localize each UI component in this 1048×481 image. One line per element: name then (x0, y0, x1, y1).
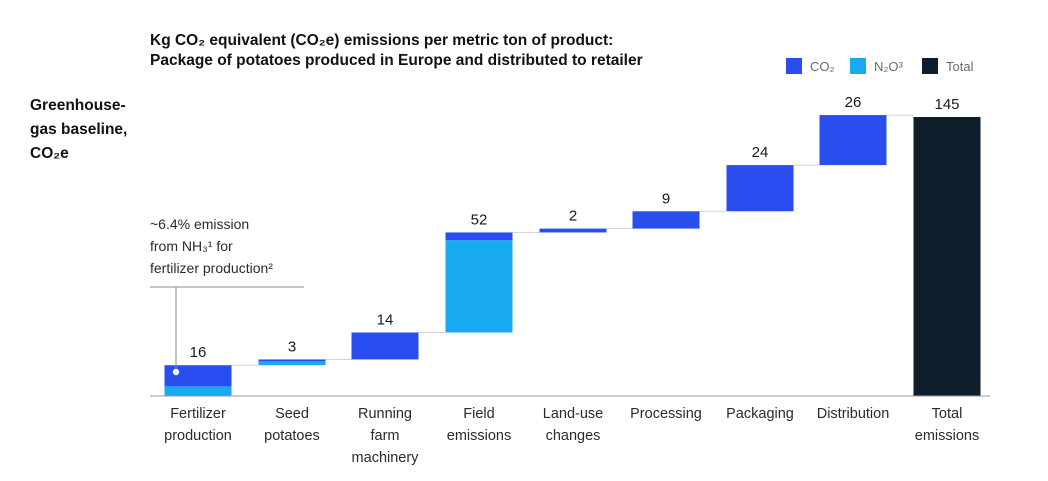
chart-title-line: Package of potatoes produced in Europe a… (150, 52, 643, 69)
category-label: emissions (915, 428, 979, 444)
chart-title: Kg CO₂ equivalent (CO₂e) emissions per m… (150, 32, 643, 69)
bar-n2o (445, 240, 513, 333)
bar-co2 (726, 165, 794, 212)
annotation-text: fertilizer production² (150, 260, 273, 276)
category-label: potatoes (264, 428, 320, 444)
value-labels: 16 3 14 52 2 9 24 26 145 (190, 94, 960, 361)
category-label: farm (371, 428, 400, 444)
legend-label: N₂O³ (874, 59, 904, 74)
y-axis-label-line: gas baseline, (30, 121, 127, 138)
category-label: Packaging (726, 406, 794, 422)
chart-legend: CO₂ N₂O³ Total (786, 58, 974, 74)
bar-co2 (632, 211, 700, 229)
value-label: 24 (752, 144, 769, 161)
legend-label: Total (946, 59, 974, 74)
category-label: Processing (630, 406, 702, 422)
value-label: 14 (377, 312, 394, 329)
category-label: Fertilizer (170, 406, 226, 422)
category-label: Distribution (817, 406, 890, 422)
y-axis-label-line: CO₂e (30, 145, 69, 162)
bar-marks (164, 115, 981, 396)
category-label: Running (358, 406, 412, 422)
value-label: 2 (569, 208, 577, 225)
value-label: 16 (190, 344, 207, 361)
category-label: changes (546, 428, 601, 444)
bar-co2 (351, 332, 419, 360)
bar-co2 (539, 228, 607, 233)
value-label: 3 (288, 338, 296, 355)
legend-swatch (850, 58, 866, 74)
category-label: Field (463, 406, 494, 422)
category-label: Seed (275, 406, 309, 422)
annotation-text: from NH₃¹ for (150, 238, 233, 254)
bar-co2 (819, 115, 887, 166)
bar-co2 (164, 365, 232, 387)
bar-total (913, 117, 981, 396)
connector-lines (231, 114, 914, 366)
legend-swatch (922, 58, 938, 74)
category-labels: Fertilizer production Seed potatoes Running f… (164, 406, 979, 466)
value-label: 52 (471, 211, 488, 228)
value-label: 145 (934, 96, 959, 113)
category-label: emissions (447, 428, 511, 444)
bar-n2o (164, 386, 232, 396)
annotation: ~6.4% emission from NH₃¹ for fertilizer pr… (150, 216, 304, 376)
annotation-text: ~6.4% emission (150, 216, 249, 232)
category-label: production (164, 428, 232, 444)
bar-co2 (445, 232, 513, 241)
value-label: 26 (845, 94, 862, 111)
bar-n2o (258, 361, 326, 366)
value-label: 9 (662, 190, 670, 207)
bar-co2 (258, 359, 326, 362)
legend-swatch (786, 58, 802, 74)
category-label: machinery (352, 450, 420, 466)
category-label: Land-use (543, 406, 603, 422)
category-label: Total (932, 406, 963, 422)
legend-label: CO₂ (810, 59, 835, 74)
y-axis-label: Greenhouse-gas baseline, CO₂e (30, 97, 127, 162)
chart-title-line: Kg CO₂ equivalent (CO₂e) emissions per m… (150, 32, 613, 49)
annotation-dot (172, 368, 180, 376)
y-axis-label-line: Greenhouse- (30, 97, 126, 114)
